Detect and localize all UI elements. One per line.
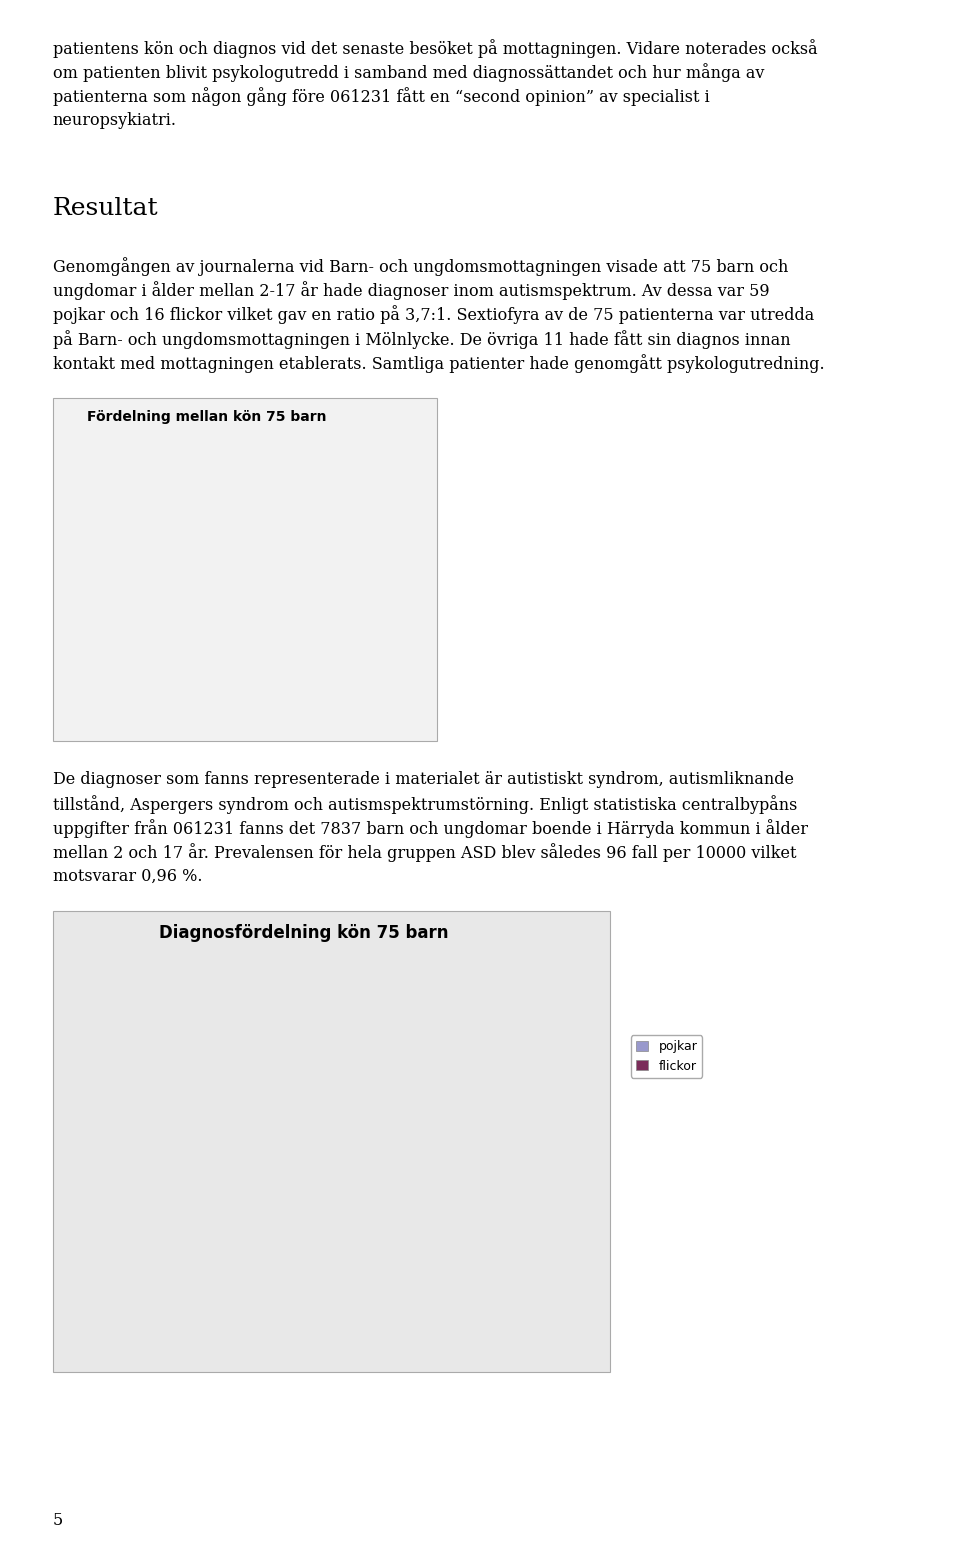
Text: De diagnoser som fanns representerade i materialet är autistiskt syndrom, autism: De diagnoser som fanns representerade i … [53, 771, 794, 788]
Bar [535, 1221, 578, 1239]
Bar [128, 977, 171, 1239]
Text: 9: 9 [188, 1139, 196, 1152]
Text: uppgifter från 061231 fanns det 7837 barn och ungdomar boende i Härryda kommun i: uppgifter från 061231 fanns det 7837 bar… [53, 819, 807, 838]
Text: 3: 3 [267, 1196, 275, 1208]
Wedge shape [93, 466, 197, 574]
Text: pojkar och 16 flickor vilket gav en ratio på 3,7:1. Sextiofyra av de 75 patiente: pojkar och 16 flickor vilket gav en rati… [53, 305, 814, 325]
Text: 2: 2 [553, 1205, 560, 1218]
Text: 79%: 79% [198, 680, 228, 694]
Text: neuropsykiatri.: neuropsykiatri. [53, 111, 177, 128]
Legend: pojkar, flickor: pojkar, flickor [351, 552, 424, 596]
Text: 3: 3 [310, 1196, 317, 1208]
Bar [414, 1230, 456, 1239]
Text: mellan 2 och 17 år. Prevalensen för hela gruppen ASD blev således 96 fall per 10: mellan 2 och 17 år. Prevalensen för hela… [53, 842, 796, 863]
Text: ungdomar i ålder mellan 2-17 år hade diagnoser inom autismspektrum. Av dessa var: ungdomar i ålder mellan 2-17 år hade dia… [53, 281, 769, 300]
Wedge shape [89, 466, 304, 681]
Bar [171, 1155, 213, 1239]
Text: 1: 1 [431, 1214, 439, 1227]
Text: 5: 5 [53, 1511, 63, 1529]
Text: tillstånd, Aspergers syndrom och autismspektrumstörning. Enligt statistiska cent: tillstånd, Aspergers syndrom och autisms… [53, 794, 797, 814]
Text: 19: 19 [385, 1046, 399, 1058]
Legend: pojkar, flickor: pojkar, flickor [631, 1035, 703, 1077]
Bar [292, 1211, 335, 1239]
Text: 21%: 21% [122, 486, 153, 500]
Text: patienterna som någon gång före 061231 fått en “second opinion” av specialist i: patienterna som någon gång före 061231 f… [53, 88, 709, 106]
Text: om patienten blivit psykologutredd i samband med diagnossättandet och hur många : om patienten blivit psykologutredd i sam… [53, 64, 764, 83]
Text: Resultat: Resultat [53, 197, 158, 219]
Bar [492, 1146, 535, 1239]
Text: på Barn- och ungdomsmottagningen i Mölnlycke. De övriga 11 hade fått sin diagnos: på Barn- och ungdomsmottagningen i Mölnl… [53, 330, 790, 349]
Text: kontakt med mottagningen etablerats. Samtliga patienter hade genomgått psykologu: kontakt med mottagningen etablerats. Sam… [53, 353, 825, 374]
Text: Fördelning mellan kön 75 barn: Fördelning mellan kön 75 barn [86, 410, 326, 424]
Text: patientens kön och diagnos vid det senaste besöket på mottagningen. Vidare noter: patientens kön och diagnos vid det senas… [53, 39, 817, 58]
Bar [250, 1211, 292, 1239]
Text: Genomgången av journalerna vid Barn- och ungdomsmottagningen visade att 75 barn : Genomgången av journalerna vid Barn- och… [53, 256, 788, 277]
Text: 10: 10 [506, 1130, 521, 1143]
Text: Diagnosfördelning kön 75 barn: Diagnosfördelning kön 75 barn [158, 924, 448, 941]
Text: motsvarar 0,96 %.: motsvarar 0,96 %. [53, 867, 203, 885]
Text: 28: 28 [142, 961, 156, 974]
Bar [371, 1061, 414, 1239]
